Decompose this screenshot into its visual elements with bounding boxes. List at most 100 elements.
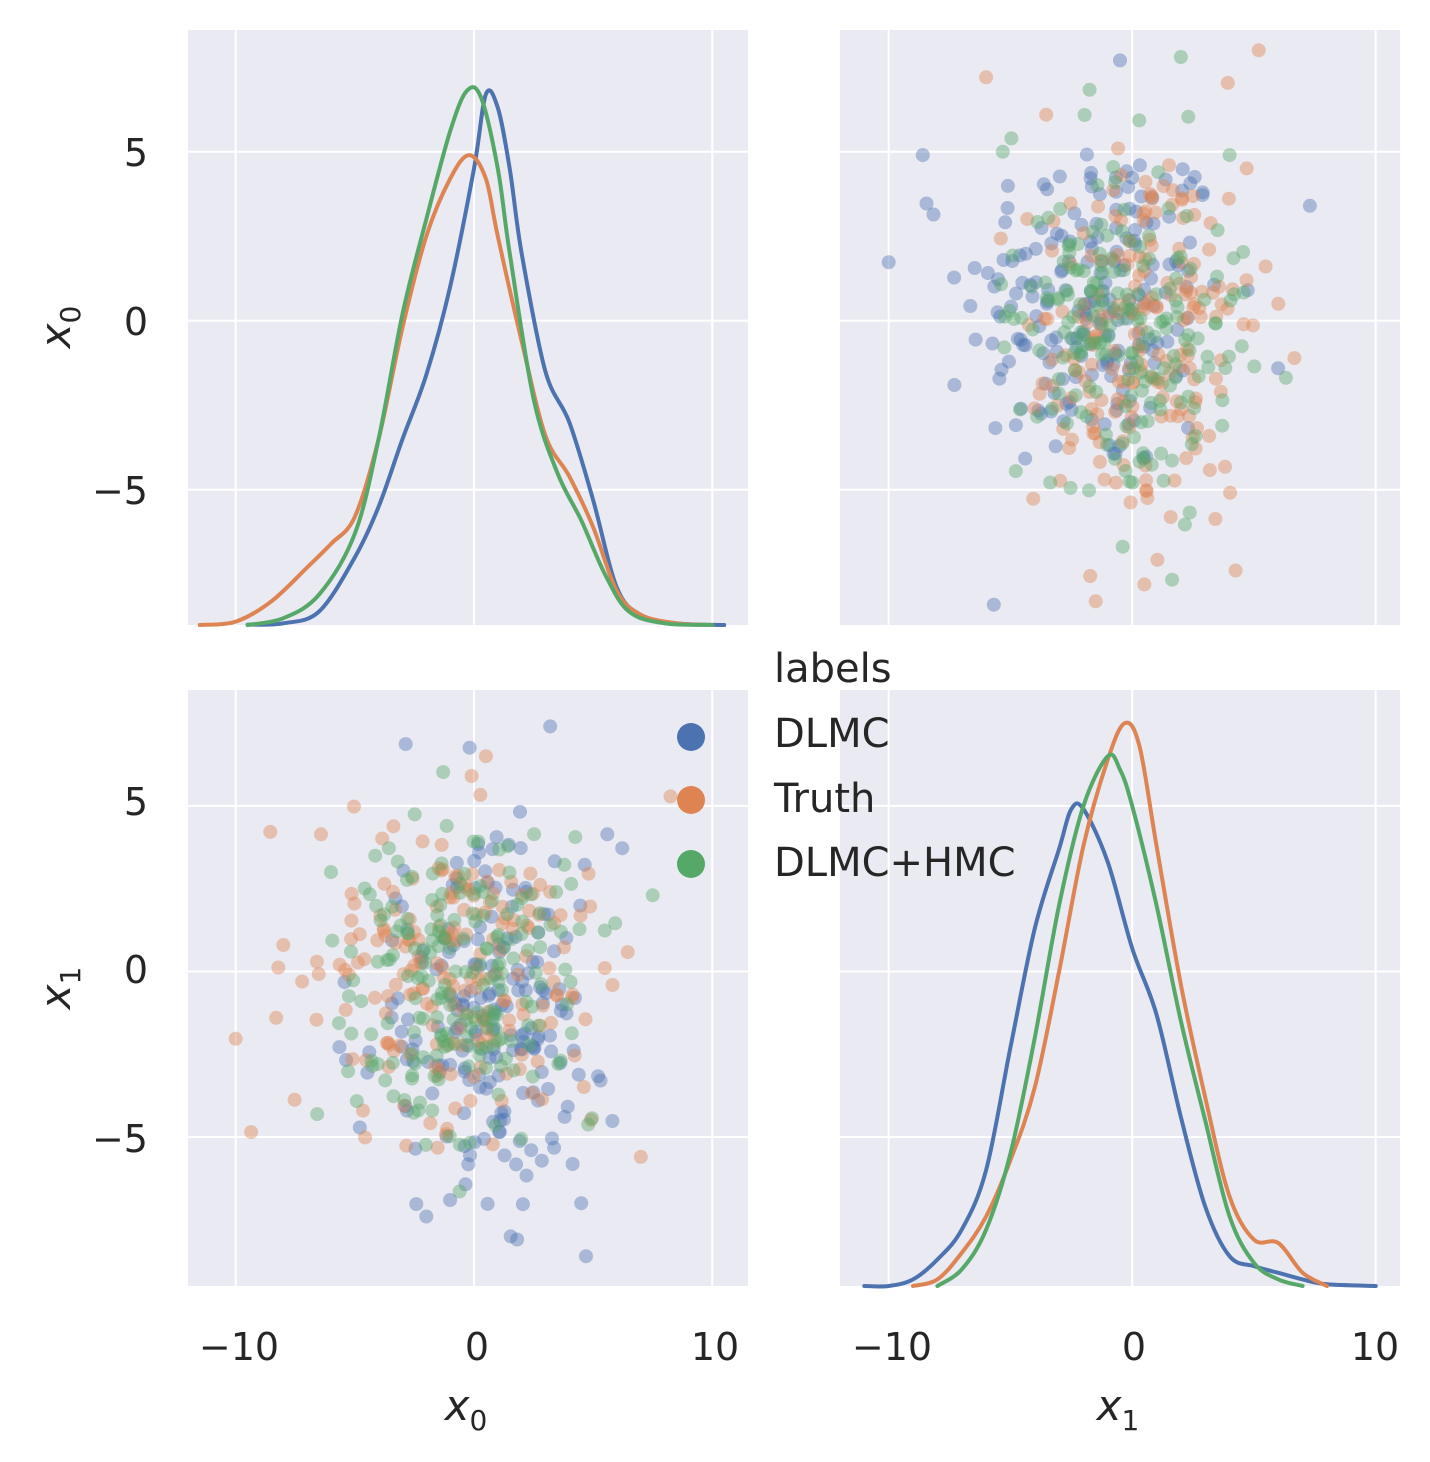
scatter-point-dlmc-hmc-x0-x1 [442, 987, 457, 1001]
scatter-point-truth-x0-x1 [263, 824, 278, 839]
scatter-point-truth-x1-x0 [1134, 363, 1149, 378]
scatter-point-truth-x1-x0 [1110, 392, 1125, 407]
scatter-point-truth-x1-x0 [1178, 287, 1192, 302]
scatter-point-truth-x1-x0 [1202, 428, 1217, 443]
scatter-point-truth-x1-x0 [1172, 241, 1187, 256]
scatter-point-truth-x0-x1 [332, 957, 347, 972]
scatter-point-dlmc-x1-x0 [1049, 226, 1064, 241]
scatter-point-truth-x0-x1 [388, 902, 403, 917]
scatter-point-dlmc-x1-x0 [1136, 339, 1151, 354]
scatter-point-dlmc-hmc-x1-x0 [1073, 405, 1088, 420]
scatter-point-dlmc-x1-x0 [1179, 280, 1194, 294]
scatter-point-dlmc-x0-x1 [514, 1028, 529, 1043]
scatter-point-dlmc-hmc-x1-x0 [1115, 224, 1129, 239]
scatter-point-truth-x0-x1 [470, 1033, 485, 1047]
scatter-point-dlmc-x0-x1 [506, 882, 520, 897]
scatter-point-dlmc-x1-x0 [988, 421, 1003, 436]
scatter-point-dlmc-hmc-x0-x1 [514, 927, 529, 941]
scatter-point-dlmc-hmc-x0-x1 [385, 1055, 400, 1070]
scatter-point-dlmc-x1-x0 [1083, 284, 1098, 299]
scatter-point-dlmc-x1-x0 [1150, 336, 1165, 351]
scatter-point-dlmc-x1-x0 [1062, 395, 1077, 409]
scatter-point-dlmc-hmc-x0-x1 [461, 1059, 476, 1074]
scatter-point-dlmc-hmc-x1-x0 [1134, 415, 1149, 430]
scatter-point-truth-x1-x0 [1137, 302, 1152, 317]
scatter-point-dlmc-hmc-x1-x0 [1208, 316, 1223, 331]
scatter-point-dlmc-hmc-x1-x0 [1187, 401, 1202, 416]
scatter-point-dlmc-x0-x1 [510, 962, 525, 977]
scatter-point-dlmc-x0-x1 [535, 983, 550, 998]
scatter-point-dlmc-hmc-x1-x0 [1062, 237, 1077, 252]
scatter-point-dlmc-x0-x1 [470, 932, 485, 947]
scatter-point-dlmc-x0-x1 [486, 1042, 501, 1056]
scatter-point-dlmc-hmc-x1-x0 [1236, 285, 1251, 300]
scatter-point-dlmc-hmc-x1-x0 [1057, 325, 1072, 340]
scatter-point-dlmc-hmc-x1-x0 [995, 144, 1010, 159]
scatter-point-dlmc-hmc-x1-x0 [1082, 82, 1097, 97]
scatter-point-dlmc-x0-x1 [553, 1003, 568, 1018]
scatter-point-dlmc-hmc-x1-x0 [1183, 261, 1198, 276]
scatter-point-dlmc-x1-x0 [1102, 438, 1117, 453]
scatter-point-dlmc-hmc-x0-x1 [439, 818, 454, 833]
scatter-point-truth-x1-x0 [1084, 402, 1099, 417]
scatter-point-dlmc-hmc-x1-x0 [1156, 361, 1171, 376]
scatter-point-dlmc-x1-x0 [1083, 171, 1098, 186]
scatter-point-dlmc-hmc-x0-x1 [385, 899, 400, 914]
scatter-point-dlmc-hmc-x0-x1 [486, 1038, 501, 1053]
scatter-point-dlmc-hmc-x0-x1 [433, 918, 448, 933]
scatter-point-dlmc-x1-x0 [1169, 369, 1184, 384]
scatter-point-truth-x0-x1 [457, 1006, 472, 1021]
scatter-point-dlmc-x0-x1 [547, 854, 562, 869]
scatter-point-truth-x0-x1 [505, 921, 520, 936]
scatter-point-truth-x0-x1 [523, 866, 538, 881]
scatter-point-dlmc-hmc-x1-x0 [1208, 316, 1223, 331]
scatter-point-truth-x1-x0 [1105, 252, 1120, 267]
scatter-point-truth-x1-x0 [1136, 213, 1151, 228]
scatter-point-dlmc-hmc-x0-x1 [473, 957, 487, 972]
scatter-point-dlmc-x1-x0 [1271, 361, 1286, 376]
scatter-point-truth-x0-x1 [382, 1037, 397, 1052]
scatter-point-truth-x0-x1 [442, 1037, 457, 1052]
scatter-point-dlmc-hmc-x1-x0 [1138, 374, 1153, 389]
scatter-point-dlmc-x1-x0 [1123, 303, 1138, 318]
scatter-point-dlmc-hmc-x1-x0 [1073, 297, 1088, 312]
scatter-point-dlmc-x1-x0 [1171, 258, 1186, 273]
scatter-point-dlmc-x1-x0 [991, 272, 1006, 287]
scatter-point-dlmc-x1-x0 [1029, 275, 1043, 290]
scatter-point-dlmc-x0-x1 [487, 1002, 502, 1017]
scatter-point-dlmc-x1-x0 [1145, 190, 1160, 205]
scatter-point-dlmc-hmc-x0-x1 [425, 893, 440, 907]
scatter-point-truth-x1-x0 [1111, 374, 1126, 389]
scatter-point-dlmc-x0-x1 [514, 1042, 529, 1057]
ylabel-bottom-sub: 1 [54, 967, 87, 985]
scatter-point-dlmc-x0-x1 [446, 938, 461, 953]
scatter-point-truth-x0-x1 [375, 831, 390, 846]
scatter-point-dlmc-x1-x0 [1131, 288, 1146, 303]
scatter-point-dlmc-hmc-x0-x1 [563, 974, 578, 989]
scatter-point-truth-x0-x1 [542, 961, 557, 976]
scatter-point-dlmc-x1-x0 [1010, 331, 1025, 346]
scatter-point-dlmc-hmc-x0-x1 [423, 945, 438, 960]
scatter-point-truth-x1-x0 [1078, 374, 1093, 389]
scatter-point-dlmc-x1-x0 [1040, 182, 1055, 197]
scatter-point-dlmc-x1-x0 [1044, 333, 1059, 348]
scatter-point-truth-x0-x1 [567, 1048, 582, 1063]
scatter-point-dlmc-hmc-x0-x1 [489, 1007, 504, 1022]
scatter-point-truth-x0-x1 [438, 929, 452, 944]
xtick-label-left-1: 0 [465, 1325, 489, 1369]
scatter-point-dlmc-x1-x0 [1102, 305, 1117, 320]
scatter-point-truth-x1-x0 [1088, 594, 1103, 609]
scatter-point-dlmc-x1-x0 [1109, 184, 1124, 199]
grid-layer [188, 30, 1400, 1286]
scatter-point-dlmc-hmc-x0-x1 [430, 1010, 445, 1025]
scatter-point-dlmc-hmc-x1-x0 [1149, 287, 1164, 302]
scatter-point-dlmc-hmc-x1-x0 [1108, 175, 1123, 190]
scatter-point-dlmc-x1-x0 [1015, 275, 1030, 290]
scatter-point-truth-x1-x0 [1020, 212, 1035, 226]
scatter-point-dlmc-x0-x1 [506, 971, 521, 986]
scatter-point-dlmc-hmc-x1-x0 [1215, 393, 1230, 408]
scatter-point-truth-x1-x0 [1221, 191, 1236, 206]
scatter-point-truth-x0-x1 [462, 883, 476, 897]
scatter-point-dlmc-x0-x1 [457, 1064, 472, 1079]
scatter-point-dlmc-hmc-x1-x0 [1163, 378, 1177, 393]
